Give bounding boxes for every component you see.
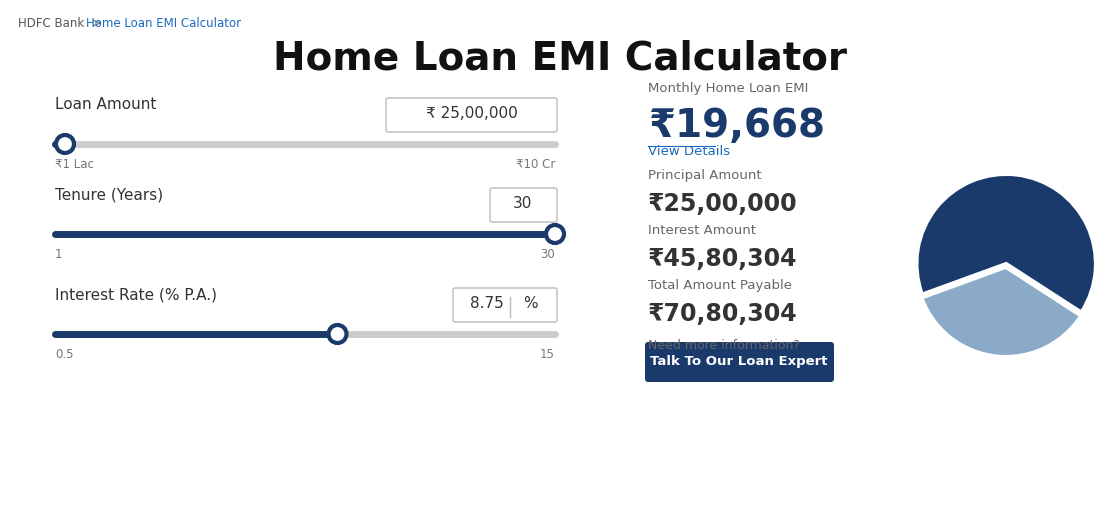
Text: ₹25,00,000: ₹25,00,000 (648, 192, 797, 216)
Text: 0.5: 0.5 (55, 348, 74, 361)
Text: ₹ 25,00,000: ₹ 25,00,000 (426, 105, 518, 120)
Text: ₹1 Lac: ₹1 Lac (55, 158, 94, 171)
Circle shape (546, 225, 563, 243)
Text: Home Loan EMI Calculator: Home Loan EMI Calculator (86, 17, 241, 30)
Text: ₹10 Cr: ₹10 Cr (515, 158, 555, 171)
Text: Principal Amount: Principal Amount (648, 169, 761, 182)
FancyBboxPatch shape (645, 342, 834, 382)
Text: 15: 15 (540, 348, 555, 361)
Text: ₹70,80,304: ₹70,80,304 (648, 302, 797, 326)
Text: 1: 1 (55, 248, 63, 261)
Text: ₹19,668: ₹19,668 (648, 107, 825, 145)
Text: Monthly Home Loan EMI: Monthly Home Loan EMI (648, 82, 808, 95)
FancyBboxPatch shape (386, 98, 557, 132)
Text: %: % (523, 296, 538, 311)
Text: Talk To Our Loan Expert: Talk To Our Loan Expert (651, 356, 827, 369)
Text: Loan Amount: Loan Amount (55, 97, 157, 112)
Text: 30: 30 (540, 248, 555, 261)
Wedge shape (917, 174, 1096, 312)
Circle shape (329, 325, 347, 343)
Text: ₹45,80,304: ₹45,80,304 (648, 247, 797, 271)
Text: View Details: View Details (648, 145, 730, 158)
Circle shape (56, 135, 74, 153)
Text: Tenure (Years): Tenure (Years) (55, 187, 163, 202)
Text: Home Loan EMI Calculator: Home Loan EMI Calculator (273, 39, 847, 77)
Text: Interest Rate (% P.A.): Interest Rate (% P.A.) (55, 287, 217, 302)
Text: Interest Amount: Interest Amount (648, 224, 756, 237)
Text: 30: 30 (513, 195, 532, 210)
FancyBboxPatch shape (490, 188, 557, 222)
FancyBboxPatch shape (453, 288, 557, 322)
Text: HDFC Bank  >: HDFC Bank > (18, 17, 110, 30)
Text: 8.75: 8.75 (471, 296, 504, 311)
Wedge shape (921, 267, 1081, 357)
Text: Total Amount Payable: Total Amount Payable (648, 279, 792, 292)
Text: Need more information?: Need more information? (648, 339, 800, 352)
